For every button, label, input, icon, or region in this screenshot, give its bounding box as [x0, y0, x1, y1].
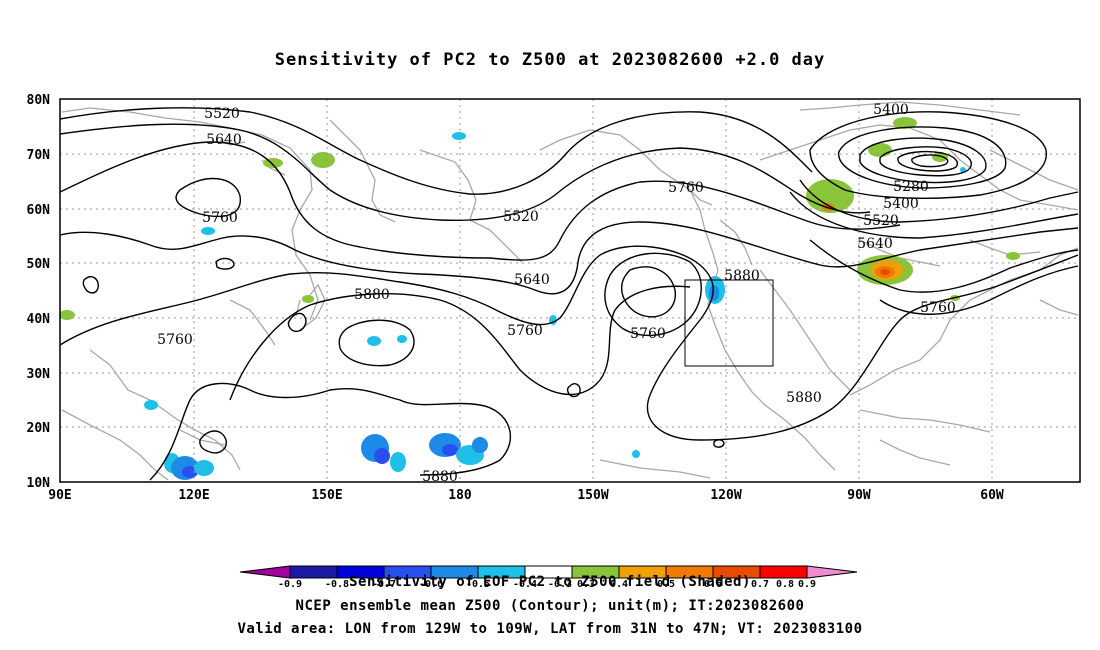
lon-label: 60W	[980, 488, 1004, 503]
contour-label: 5520	[503, 209, 539, 225]
colorbar-label: -0.3	[548, 579, 572, 590]
colorbar-label: 0.7	[751, 579, 769, 590]
colorbar-label: 0.8	[776, 579, 794, 590]
contour-label: 5520	[863, 213, 899, 229]
lat-label: 10N	[27, 476, 51, 491]
colorbar-label: -0.5	[466, 579, 490, 590]
colorbar-labels: -0.9 -0.8 -0.7 -0.6 -0.5 -0.4 -0.3 0.3 0…	[278, 579, 816, 590]
grid	[60, 99, 1080, 482]
contour-label: 5880	[422, 469, 458, 485]
contour-label: 5640	[206, 132, 242, 148]
lat-label: 60N	[27, 203, 51, 218]
lat-label: 20N	[27, 421, 51, 436]
colorbar-label: -0.4	[513, 579, 537, 590]
contour-label: 5640	[514, 272, 550, 288]
contour-label: 5520	[204, 106, 240, 122]
contour-label: 5760	[920, 300, 956, 316]
contour-label: 5400	[883, 196, 919, 212]
valid-area-box	[684, 279, 774, 367]
colorbar	[239, 565, 858, 579]
colorbar-label: 0.3	[577, 579, 595, 590]
contour-labels: 5520 5640 5760 5520 5640 5760 5880 5760 …	[157, 102, 956, 485]
latitude-labels: 80N 70N 60N 50N 40N 30N 20N 10N	[27, 93, 51, 491]
contour-label: 5760	[507, 323, 543, 339]
lon-label: 150E	[311, 488, 342, 503]
lat-label: 40N	[27, 312, 51, 327]
colorbar-label: -0.7	[372, 579, 396, 590]
contour-label: 5760	[157, 332, 193, 348]
lat-label: 70N	[27, 148, 51, 163]
coastlines	[61, 101, 1079, 481]
contour-label: 5280	[893, 179, 929, 195]
contour-label: 5400	[873, 102, 909, 118]
lon-label: 180	[448, 488, 472, 503]
colorbar-right-arrow	[806, 565, 858, 579]
chart-title: Sensitivity of PC2 to Z500 at 2023082600…	[274, 50, 826, 70]
longitude-labels: 90E 120E 150E 180 150W 120W 90W 60W	[48, 488, 1004, 503]
z500-contours	[59, 107, 1079, 481]
contour-label: 5880	[786, 390, 822, 406]
colorbar-label: -0.6	[419, 579, 443, 590]
contour-label: 5880	[724, 268, 760, 284]
contour-label: 5880	[354, 287, 390, 303]
colorbar-label: -0.8	[325, 579, 349, 590]
lon-label: 120E	[178, 488, 209, 503]
contour-label: 5760	[630, 326, 666, 342]
lon-label: 150W	[577, 488, 608, 503]
lon-label: 120W	[710, 488, 741, 503]
colorbar-label: 0.6	[704, 579, 722, 590]
footer-contour-caption: NCEP ensemble mean Z500 (Contour); unit(…	[295, 598, 805, 614]
lon-label: 90E	[48, 488, 71, 503]
colorbar-label: 0.5	[657, 579, 675, 590]
colorbar-label: 0.9	[798, 579, 816, 590]
colorbar-label: 0.4	[610, 579, 628, 590]
footer-shading-caption: Sensitivity of EOF PC2 to Z500 field (Sh…	[349, 574, 751, 590]
lat-label: 50N	[27, 257, 51, 272]
colorbar-label: -0.9	[278, 579, 302, 590]
lon-label: 90W	[847, 488, 871, 503]
contour-label: 5640	[857, 236, 893, 252]
lat-label: 80N	[27, 93, 51, 108]
footer-valid-area-caption: Valid area: LON from 129W to 109W, LAT f…	[237, 621, 863, 637]
lat-label: 30N	[27, 367, 51, 382]
contour-label: 5760	[202, 210, 238, 226]
plot-frame	[59, 98, 1081, 483]
contour-label: 5760	[668, 180, 704, 196]
